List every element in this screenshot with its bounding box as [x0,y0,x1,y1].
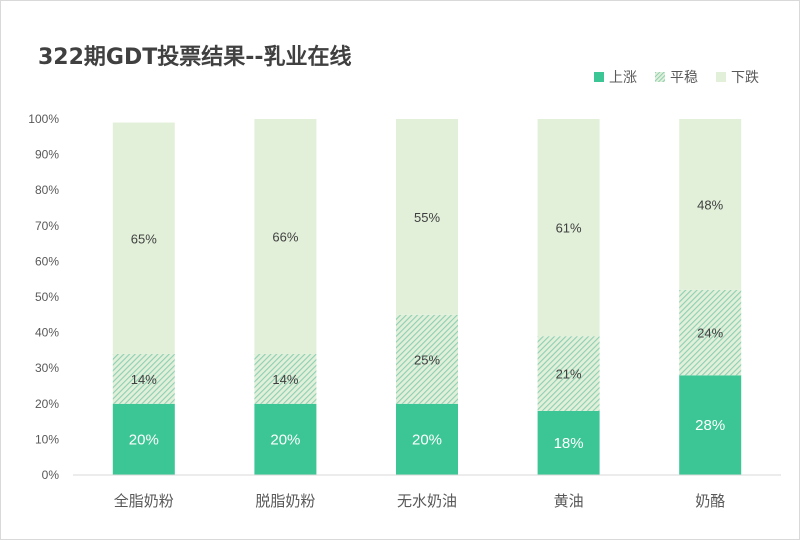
data-label: 66% [272,229,298,244]
legend-item-stable: 平稳 [655,67,698,87]
x-axis: 全脂奶粉 脱脂奶粉 无水奶油 黄油 奶酪 [73,474,781,510]
legend-label-stable: 平稳 [670,70,698,86]
data-label: 20% [129,431,159,448]
bar-segment [396,403,458,475]
data-label: 61% [556,221,582,236]
y-tick-label: 60% [35,254,59,268]
legend-swatch-stable [655,72,665,82]
chart-title: 322期GDT投票结果--乳业在线 [38,45,352,70]
legend: 上涨 平稳 下跌 [594,67,759,87]
data-label: 20% [270,431,300,448]
y-axis: 0% 10% 20% 30% 40% 50% 60% 70% 80% 90% 100% [28,112,59,482]
y-tick-label: 10% [35,432,59,446]
bar-segment [254,119,317,354]
data-label: 18% [554,435,584,452]
bar-segment [254,353,317,404]
bar-segment [396,314,458,404]
bar-segment [112,403,175,475]
bar-segment [537,410,600,475]
data-label: 14% [272,372,298,387]
bar-segment [112,353,175,404]
y-tick-label: 40% [35,326,59,340]
y-tick-label: 70% [35,219,59,233]
bar-segment [679,375,742,475]
bars: 20% 14% 65% 20% 14% 66% 20% 25% 55% 18% 21% 61% 28% 2… [112,119,742,475]
y-tick-label: 100% [28,112,59,126]
x-tick-label: 黄油 [554,492,584,510]
data-label: 20% [412,431,442,448]
y-tick-label: 50% [35,290,59,304]
legend-swatch-rise [594,72,604,82]
data-label: 65% [131,231,157,246]
x-tick-label: 无水奶油 [397,492,457,510]
y-tick-label: 20% [35,397,59,411]
data-label: 14% [131,372,157,387]
bar-segment [396,119,458,315]
bar-segment [112,122,175,354]
legend-label-rise: 上涨 [609,70,637,86]
x-tick-label: 脱脂奶粉 [255,492,315,510]
bar-segment [679,289,742,376]
data-label: 48% [697,197,723,212]
data-label: 21% [556,367,582,382]
data-label: 55% [414,210,440,225]
bar-segment [537,119,600,337]
x-tick-label: 奶酪 [695,492,725,510]
y-tick-label: 90% [35,148,59,162]
data-label: 28% [695,417,725,434]
y-tick-label: 0% [42,468,60,482]
bar-segment [679,119,742,290]
data-label: 25% [414,352,440,367]
legend-item-fall: 下跌 [716,67,759,87]
legend-item-rise: 上涨 [594,67,637,87]
legend-label-fall: 下跌 [731,70,759,86]
bar-segment [537,336,600,411]
legend-swatch-fall [716,72,726,82]
x-tick-label: 全脂奶粉 [114,492,174,510]
data-label: 24% [697,326,723,341]
y-tick-label: 30% [35,361,59,375]
bar-segment [254,403,317,475]
y-tick-label: 80% [35,183,59,197]
